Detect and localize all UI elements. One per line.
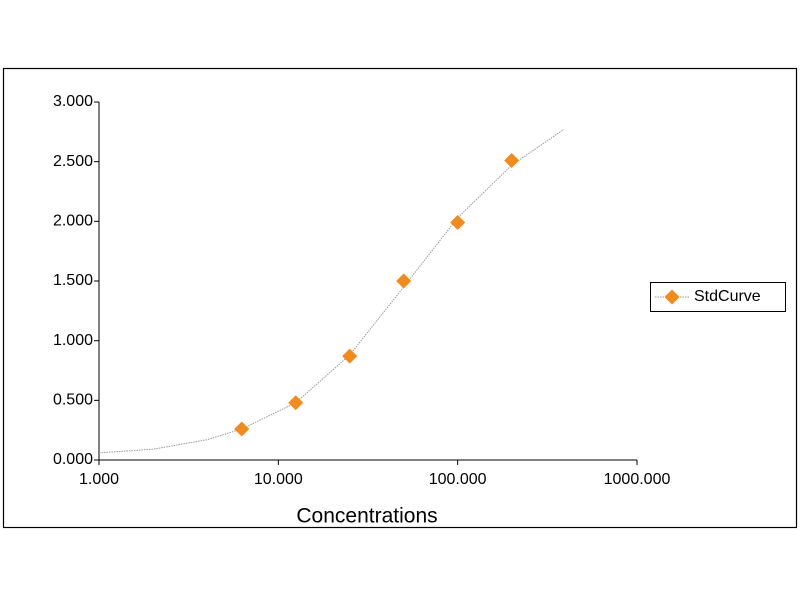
x-tick-label: 1.000 (79, 471, 119, 488)
fit-curve (98, 129, 564, 454)
x-tick-label: 10.000 (254, 471, 303, 488)
y-tick-label: 0.500 (53, 392, 93, 409)
y-tick-label: 2.000 (53, 213, 93, 230)
data-point (504, 152, 520, 168)
chart-frame (2, 67, 798, 529)
x-tick-label: 1000.000 (604, 471, 671, 488)
y-tick-label: 0.000 (53, 451, 93, 468)
legend-label: StdCurve (694, 288, 761, 305)
data-point (396, 273, 412, 289)
x-axis-label: Concentrations (296, 505, 437, 528)
data-point (288, 395, 304, 411)
y-tick-label: 2.500 (53, 153, 93, 170)
data-point (450, 215, 466, 231)
y-tick-label: 1.000 (53, 332, 93, 349)
data-point (234, 421, 250, 437)
y-tick-label: 3.000 (53, 93, 93, 110)
legend-marker (664, 289, 680, 305)
data-point (342, 348, 358, 364)
y-tick-label: 1.500 (53, 272, 93, 289)
x-tick-label: 100.000 (429, 471, 487, 488)
